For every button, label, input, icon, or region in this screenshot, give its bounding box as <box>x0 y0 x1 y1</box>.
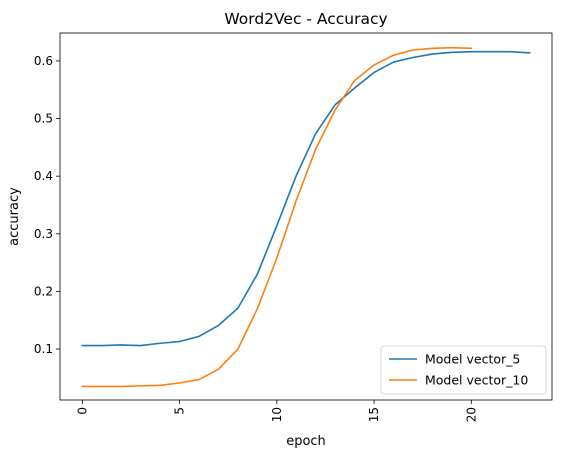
x-tick-label: 20 <box>464 407 478 422</box>
legend-label-1: Model vector_5 <box>425 352 520 367</box>
y-axis-label: accuracy <box>7 187 22 246</box>
plot-frame <box>59 32 553 401</box>
plot-area <box>59 32 553 401</box>
y-tick-label: 0.4 <box>34 169 53 183</box>
x-axis: 0 5 10 15 20 <box>75 400 478 422</box>
x-tick-label: 15 <box>367 407 381 422</box>
y-tick-label: 0.1 <box>34 342 53 356</box>
series-layer <box>81 46 531 388</box>
y-tick-label: 0.3 <box>34 227 53 241</box>
legend-label-2: Model vector_10 <box>425 373 528 388</box>
legend: Model vector_5 Model vector_10 <box>380 345 547 395</box>
series-line-2 <box>81 46 473 388</box>
chart-title: Word2Vec - Accuracy <box>224 10 387 28</box>
x-tick-label: 5 <box>173 407 187 415</box>
x-axis-label: epoch <box>286 434 326 449</box>
y-axis: 0.1 0.2 0.3 0.4 0.5 0.6 <box>34 54 60 356</box>
legend-box <box>380 345 547 395</box>
y-tick-label: 0.2 <box>34 284 53 298</box>
series-line-1 <box>81 50 531 347</box>
y-tick-label: 0.5 <box>34 112 53 126</box>
x-tick-label: 0 <box>75 407 89 415</box>
x-tick-label: 10 <box>270 407 284 422</box>
y-tick-label: 0.6 <box>34 54 53 68</box>
